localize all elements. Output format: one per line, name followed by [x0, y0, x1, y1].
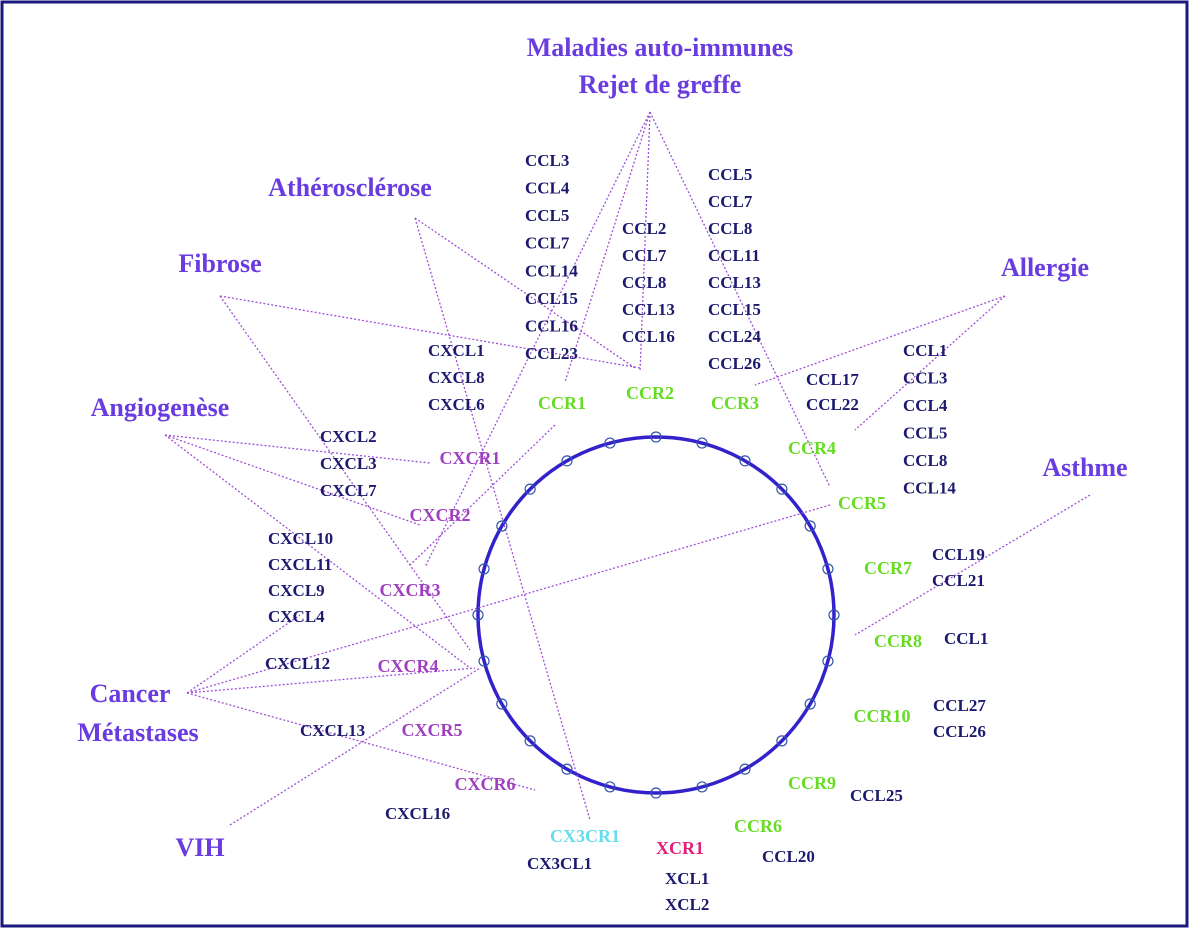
ligand-label: CCL21	[932, 571, 985, 590]
ligand-label: CCL27	[933, 696, 986, 715]
receptor-label: CCR6	[734, 816, 782, 836]
dotted-line	[230, 668, 480, 825]
receptor-label: CCR2	[626, 383, 674, 403]
ligand-label: CX3CL1	[527, 854, 592, 873]
receptor-label: CXCR3	[380, 580, 441, 600]
ligand-label: CCL7	[708, 192, 753, 211]
ligand-label: CXCL6	[428, 395, 485, 414]
dotted-line	[410, 425, 555, 565]
ligand-label: CCL13	[708, 273, 761, 292]
ligand-label: CXCL4	[268, 607, 325, 626]
ligand-label: CCL19	[932, 545, 985, 564]
ligand-label: CCL13	[622, 300, 675, 319]
ligand-label: CCL8	[622, 273, 666, 292]
ligand-label: CXCL2	[320, 427, 377, 446]
ligand-label: CCL14	[525, 261, 578, 280]
ligand-label: CXCL10	[268, 529, 333, 548]
disease-label: Allergie	[1001, 253, 1089, 282]
cell-membrane	[478, 437, 834, 793]
ligand-label: CCL8	[708, 219, 752, 238]
disease-label: Asthme	[1042, 453, 1127, 482]
disease-label: Cancer	[90, 679, 171, 708]
receptor-label: CCR3	[711, 393, 759, 413]
receptor-label: CCR5	[838, 493, 886, 513]
frame	[2, 2, 1187, 926]
ligand-label: CCL7	[622, 246, 667, 265]
ligand-label: CCL20	[762, 847, 815, 866]
ligand-label: CCL5	[708, 165, 752, 184]
ligand-label: CCL26	[708, 354, 761, 373]
disease-label: Maladies auto-immunes	[527, 33, 794, 62]
ligand-label: CXCL7	[320, 481, 377, 500]
ligand-label: CCL16	[525, 317, 578, 336]
receptor-label: CX3CR1	[550, 826, 620, 846]
disease-label: Angiogenèse	[91, 393, 230, 422]
disease-label: Athérosclérose	[268, 173, 432, 202]
receptor-label: CCR10	[854, 706, 911, 726]
ligand-label: CCL2	[622, 219, 666, 238]
ligand-label: CCL4	[525, 179, 570, 198]
ligand-label: CXCL12	[265, 654, 330, 673]
receptor-label: CXCR5	[402, 720, 463, 740]
ligand-label: CXCL11	[268, 555, 332, 574]
receptor-label: CCR8	[874, 631, 922, 651]
ligand-label: CCL3	[903, 368, 947, 387]
ligand-label: CCL17	[806, 370, 859, 389]
receptor-label: CXCR6	[455, 774, 516, 794]
receptor-label: CXCR2	[410, 505, 471, 525]
ligand-label: CCL4	[903, 396, 948, 415]
ligand-label: CXCL3	[320, 454, 377, 473]
ligand-label: CXCL9	[268, 581, 325, 600]
disease-label: VIH	[175, 833, 224, 862]
ligand-label: CCL24	[708, 327, 761, 346]
ligand-label: CCL23	[525, 344, 578, 363]
receptor-label: CXCR1	[440, 448, 501, 468]
ligand-label: CCL22	[806, 395, 859, 414]
ligand-label: CCL16	[622, 327, 675, 346]
ligand-label: CCL5	[903, 423, 947, 442]
ligand-label: CCL25	[850, 786, 903, 805]
disease-label: Métastases	[77, 718, 198, 747]
ligand-label: CCL11	[708, 246, 760, 265]
ligand-label: CCL1	[944, 629, 988, 648]
ligand-label: XCL1	[665, 869, 709, 888]
ligand-label: CCL7	[525, 234, 570, 253]
receptor-label: CCR1	[538, 393, 586, 413]
ligand-label: CXCL8	[428, 368, 485, 387]
receptor-label: CCR9	[788, 773, 836, 793]
ligand-label: XCL2	[665, 895, 709, 914]
ligand-label: CCL14	[903, 478, 956, 497]
receptor-label: CXCR4	[378, 656, 439, 676]
ligand-label: CCL1	[903, 341, 947, 360]
ligand-label: CCL3	[525, 151, 569, 170]
dotted-line	[165, 435, 430, 463]
dotted-line	[755, 296, 1005, 385]
receptor-label: CCR7	[864, 558, 912, 578]
ligand-label: CCL26	[933, 722, 986, 741]
ligand-label: CXCL13	[300, 721, 365, 740]
disease-label: Fibrose	[178, 249, 261, 278]
ligand-label: CCL15	[708, 300, 761, 319]
diagram: Maladies auto-immunes Rejet de greffe Athé…	[0, 0, 1189, 928]
ligand-label: CXCL16	[385, 804, 450, 823]
ligand-label: CCL5	[525, 206, 569, 225]
ligand-label: CCL8	[903, 451, 947, 470]
disease-label: Rejet de greffe	[579, 70, 742, 99]
ligand-label: CCL15	[525, 289, 578, 308]
ligand-label: CXCL1	[428, 341, 485, 360]
receptor-label: CCR4	[788, 438, 836, 458]
receptor-label: XCR1	[656, 838, 704, 858]
